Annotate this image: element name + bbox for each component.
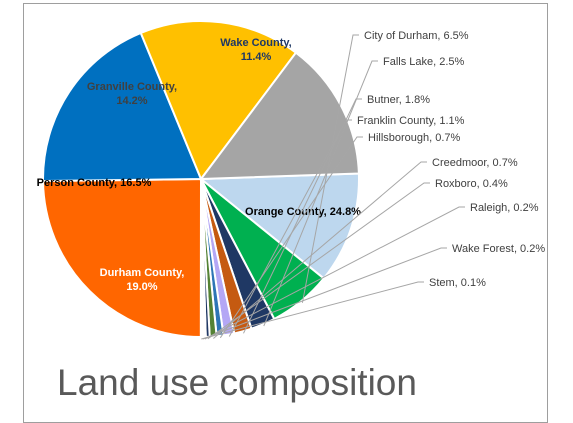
leader-line-roxboro <box>207 182 430 340</box>
slice-label-franklin-county: Franklin County, 1.1% <box>357 115 465 127</box>
leader-line-creedmoor <box>213 161 427 339</box>
pie-slice-person-county <box>139 20 298 182</box>
slice-label-granville-county: Granville County, 14.2% <box>87 81 177 107</box>
leader-line-raleigh <box>204 206 465 340</box>
chart-caption: Land use composition <box>57 362 417 403</box>
leader-line-stem <box>201 281 424 340</box>
slice-label-falls-lake: Falls Lake, 2.5% <box>383 56 465 68</box>
pie-slice-wake-county <box>198 172 360 280</box>
leader-line-franklin-county <box>228 119 352 337</box>
leader-line-wake-forest <box>202 247 447 340</box>
pie-slice-orange-county <box>41 177 203 339</box>
leader-line-city-of-durham <box>301 34 359 303</box>
slice-label-wake-forest: Wake Forest, 0.2% <box>452 243 545 255</box>
slice-label-butner: Butner, 1.8% <box>367 94 430 106</box>
slice-label-city-of-durham: City of Durham, 6.5% <box>364 30 469 42</box>
pie-slice-durham-county <box>42 31 203 183</box>
pie-slice-granville-county <box>198 51 360 181</box>
slice-label-wake-county: Wake County, 11.4% <box>220 37 292 63</box>
chart-frame: Wake County, 11.4% Orange County, 24.8% Dur… <box>23 3 548 423</box>
slice-label-raleigh: Raleigh, 0.2% <box>470 202 539 214</box>
slice-label-creedmoor: Creedmoor, 0.7% <box>432 157 518 169</box>
leader-line-hillsborough <box>219 136 363 339</box>
slice-label-hillsborough: Hillsborough, 0.7% <box>368 132 461 144</box>
leader-line-butner <box>243 98 362 334</box>
pie-chart: Wake County, 11.4% Orange County, 24.8% Dur… <box>37 20 545 340</box>
slice-label-orange-county: Orange County, 24.8% <box>245 206 361 218</box>
slice-label-stem: Stem, 0.1% <box>429 277 486 289</box>
slice-label-durham-county: Durham County, 19.0% <box>100 267 185 293</box>
slice-label-roxboro: Roxboro, 0.4% <box>435 178 508 190</box>
leader-line-falls-lake <box>263 60 378 327</box>
slice-label-person-county: Person County, 16.5% <box>37 177 152 189</box>
